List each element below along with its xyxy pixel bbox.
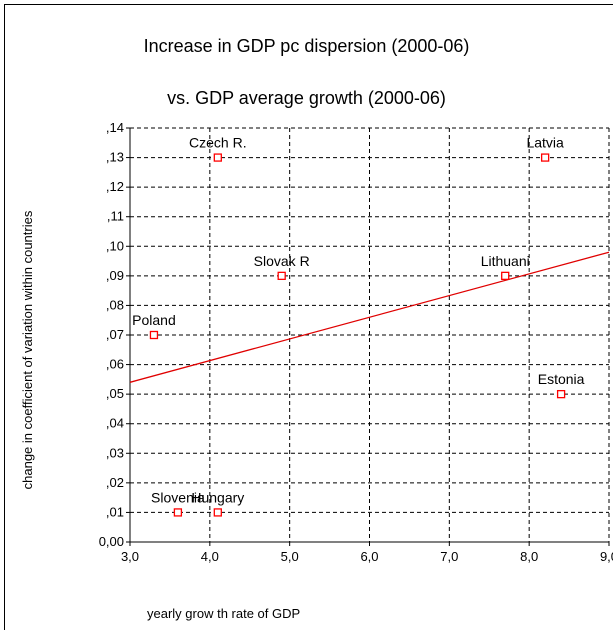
regression-line [129,251,610,383]
x-tick-label: 8,0 [520,549,538,564]
y-tick-label: ,09 [106,268,124,283]
data-point [173,508,183,517]
y-tick-label: ,02 [106,475,124,490]
chart-frame [4,4,613,630]
data-point-label: Latvia [526,135,564,151]
data-point [213,508,222,517]
data-point [277,271,286,281]
data-point [501,271,510,281]
y-tick-label: ,03 [106,445,124,460]
data-point [556,389,566,399]
x-tick-label: 7,0 [440,549,458,564]
y-tick-label: ,04 [106,416,124,431]
y-tick-label: ,06 [106,357,124,372]
x-tick-label: 9,0 [600,549,613,564]
data-point-label: Estonia [538,371,585,387]
y-tick-label: ,12 [106,179,124,194]
y-tick-label: ,07 [106,327,124,342]
data-point-label: Slovak R [254,253,310,269]
chart-title: Increase in GDP pc dispersion (2000-06) [143,36,470,56]
y-tick-label: ,08 [106,297,124,312]
y-tick-label: ,14 [106,120,124,135]
data-point [149,330,159,340]
y-tick-label: ,11 [107,209,124,224]
y-tick-label: ,10 [106,238,124,253]
data-point-label: Czech R. [189,135,247,151]
data-point-label: Slovenia [151,489,205,505]
x-tick-label: 4,0 [201,549,219,564]
chart-subtitle: vs. GDP average growth (2000-06) [167,88,446,108]
y-tick-label: ,13 [106,150,124,165]
y-tick-label: ,01 [106,504,124,519]
y-tick-label: ,05 [106,386,124,401]
data-point-label: Poland [132,312,176,328]
data-point [540,153,550,162]
x-tick-label: 5,0 [281,549,299,564]
y-tick-label: 0,00 [99,534,124,549]
data-point-label: Lithuani [481,253,530,269]
x-tick-label: 6,0 [360,549,378,564]
x-tick-label: 3,0 [121,549,139,564]
x-axis-label: yearly grow th rate of GDP [147,606,301,621]
data-point [213,153,222,162]
data-point-label: Hungary [191,489,244,505]
